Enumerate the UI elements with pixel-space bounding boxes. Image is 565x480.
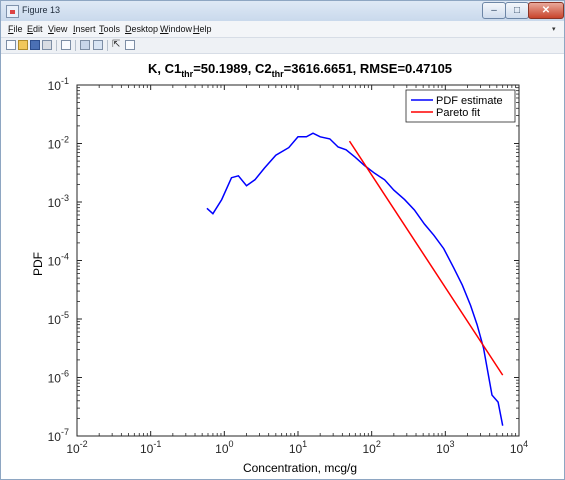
menu-overflow-arrow-icon[interactable]: ▾ (552, 26, 556, 33)
menu-insert[interactable]: Insert (73, 24, 96, 34)
menu-file[interactable]: File (8, 24, 23, 34)
menu-edit[interactable]: Edit (27, 24, 43, 34)
series-line-pareto-fit (348, 140, 504, 376)
menu-desktop[interactable]: Desktop (125, 24, 159, 34)
close-icon: ✕ (541, 5, 551, 16)
toolbar: ⇱ (1, 38, 564, 54)
maximize-button[interactable]: □ (505, 2, 529, 19)
x-tick-label: 101 (289, 439, 307, 456)
legend-box (405, 89, 516, 123)
menu-help[interactable]: Help (193, 24, 212, 34)
x-tick-label: 102 (362, 439, 380, 456)
y-tick-label: 10-2 (48, 135, 69, 152)
menu-window[interactable]: Window (160, 24, 193, 34)
minimize-icon: – (491, 5, 497, 16)
toolbar-separator (75, 40, 76, 51)
x-tick-label: 10-2 (66, 439, 87, 456)
y-tick-label: 10-3 (48, 193, 69, 210)
menu-tools[interactable]: Tools (99, 24, 121, 34)
chart-title: K, C1thr=50.1989, C2thr=3616.6651, RMSE=… (148, 61, 452, 79)
close-button[interactable]: ✕ (528, 2, 564, 19)
y-tick-label: 10-5 (48, 310, 69, 327)
y-axis-label: PDF (31, 252, 45, 276)
figure-app-icon (6, 5, 19, 18)
legend-label-pdf-estimate: PDF estimate (436, 95, 503, 107)
title-bar[interactable]: Figure 13 – □ ✕ (1, 1, 564, 21)
x-tick-label: 103 (436, 439, 454, 456)
dock-icon[interactable] (80, 40, 90, 50)
x-tick-label: 10-1 (140, 439, 161, 456)
toolbar-separator (107, 40, 108, 51)
property-editor-icon[interactable] (125, 40, 135, 50)
menu-bar: File Edit View Insert Tools Desktop Wind… (1, 21, 564, 38)
open-folder-icon[interactable] (18, 40, 28, 50)
plot-area: 10-2 10-1 100 101 102 103 104 10-7 10-6 10-5 10-4 1… (48, 76, 529, 456)
y-tick-label: 10-6 (48, 369, 69, 386)
x-tick-label: 100 (215, 439, 233, 456)
print-preview-icon[interactable] (61, 40, 71, 50)
y-tick-label: 10-7 (48, 427, 69, 444)
pointer-icon[interactable]: ⇱ (112, 39, 121, 50)
series-line-pdf-estimate (206, 132, 504, 426)
new-figure-icon[interactable] (6, 40, 16, 50)
y-tick-label: 10-4 (48, 252, 69, 269)
x-tick-label: 104 (510, 439, 528, 456)
print-icon[interactable] (42, 40, 52, 50)
toolbar-separator (56, 40, 57, 51)
window-title: Figure 13 (22, 5, 61, 15)
y-tick-label: 10-1 (48, 76, 69, 93)
legend-label-pareto-fit: Pareto fit (436, 107, 480, 119)
save-icon[interactable] (30, 40, 40, 50)
maximize-icon: □ (513, 5, 521, 16)
legend-icon[interactable] (93, 40, 103, 50)
menu-view[interactable]: View (48, 24, 68, 34)
x-axis-label: Concentration, mcg/g (243, 461, 357, 475)
